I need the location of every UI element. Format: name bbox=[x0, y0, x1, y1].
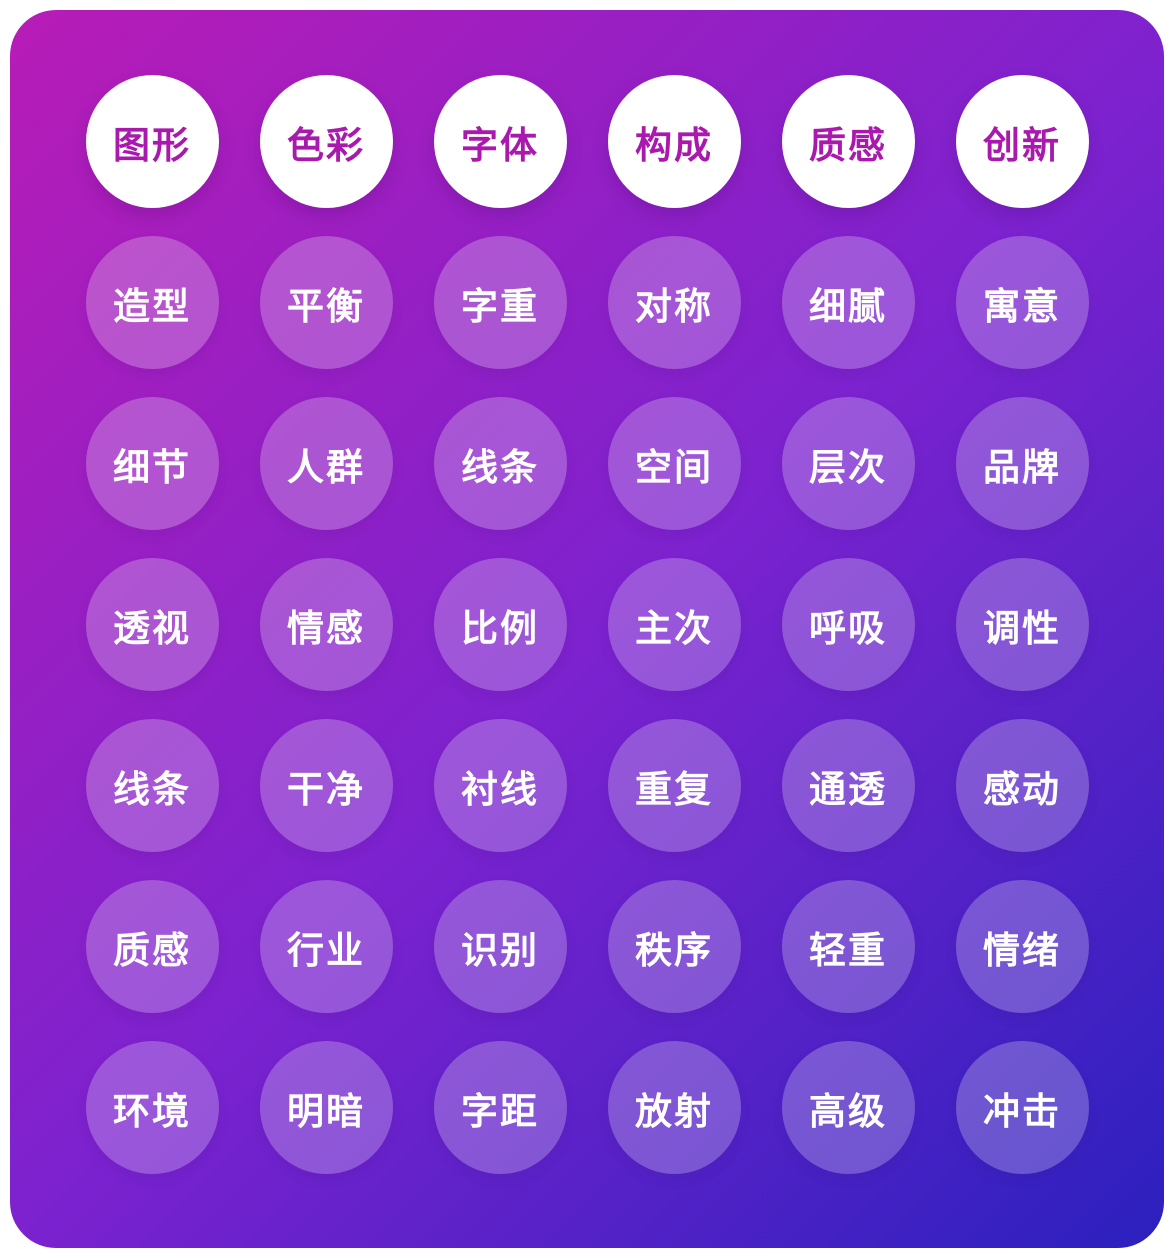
keyword-circle: 明暗 bbox=[259, 1041, 393, 1174]
keyword-label: 比例 bbox=[461, 607, 539, 649]
keyword-circle: 线条 bbox=[85, 719, 219, 852]
keyword-label: 线条 bbox=[461, 446, 539, 488]
keyword-label: 人群 bbox=[287, 446, 365, 488]
keyword-circle: 衬线 bbox=[433, 719, 567, 852]
keyword-circle: 字重 bbox=[433, 236, 567, 369]
keyword-circle: 造型 bbox=[85, 236, 219, 369]
keyword-label: 放射 bbox=[635, 1090, 713, 1132]
header-label: 质感 bbox=[809, 124, 887, 166]
header-circle: 字体 bbox=[433, 75, 567, 208]
keyword-label: 明暗 bbox=[287, 1090, 365, 1132]
keyword-label: 平衡 bbox=[287, 285, 365, 327]
keyword-circle: 人群 bbox=[259, 397, 393, 530]
keyword-circle: 呼吸 bbox=[781, 558, 915, 691]
keyword-circle: 空间 bbox=[607, 397, 741, 530]
keyword-circle: 感动 bbox=[955, 719, 1089, 852]
keyword-label: 行业 bbox=[287, 929, 365, 971]
keyword-circle: 情绪 bbox=[955, 880, 1089, 1013]
header-circle: 色彩 bbox=[259, 75, 393, 208]
keyword-label: 呼吸 bbox=[809, 607, 887, 649]
keyword-circle: 主次 bbox=[607, 558, 741, 691]
keyword-circle: 寓意 bbox=[955, 236, 1089, 369]
keyword-label: 衬线 bbox=[461, 768, 539, 810]
keyword-label: 细腻 bbox=[809, 285, 887, 327]
keyword-circle: 品牌 bbox=[955, 397, 1089, 530]
keyword-circle: 识别 bbox=[433, 880, 567, 1013]
keyword-circle: 线条 bbox=[433, 397, 567, 530]
keyword-circle: 放射 bbox=[607, 1041, 741, 1174]
keyword-label: 字重 bbox=[461, 285, 539, 327]
keyword-circle: 对称 bbox=[607, 236, 741, 369]
keyword-label: 干净 bbox=[287, 768, 365, 810]
keyword-circle: 细腻 bbox=[781, 236, 915, 369]
keyword-circle: 行业 bbox=[259, 880, 393, 1013]
keyword-circle: 层次 bbox=[781, 397, 915, 530]
keyword-circle: 平衡 bbox=[259, 236, 393, 369]
keyword-label: 透视 bbox=[113, 607, 191, 649]
keyword-label: 对称 bbox=[635, 285, 713, 327]
keyword-label: 品牌 bbox=[983, 446, 1061, 488]
header-label: 构成 bbox=[635, 124, 713, 166]
keyword-circle: 环境 bbox=[85, 1041, 219, 1174]
keyword-circle: 质感 bbox=[85, 880, 219, 1013]
keyword-label: 质感 bbox=[113, 929, 191, 971]
keyword-circle: 冲击 bbox=[955, 1041, 1089, 1174]
keyword-circle: 干净 bbox=[259, 719, 393, 852]
keyword-label: 高级 bbox=[809, 1090, 887, 1132]
keyword-circle: 情感 bbox=[259, 558, 393, 691]
keyword-label: 细节 bbox=[113, 446, 191, 488]
keyword-label: 寓意 bbox=[983, 285, 1061, 327]
keyword-circle: 比例 bbox=[433, 558, 567, 691]
keyword-circle: 高级 bbox=[781, 1041, 915, 1174]
keyword-label: 秩序 bbox=[635, 929, 713, 971]
keyword-label: 轻重 bbox=[809, 929, 887, 971]
keyword-label: 空间 bbox=[635, 446, 713, 488]
keyword-label: 通透 bbox=[809, 768, 887, 810]
keyword-label: 字距 bbox=[461, 1090, 539, 1132]
keyword-circle: 透视 bbox=[85, 558, 219, 691]
keyword-label: 重复 bbox=[635, 768, 713, 810]
keyword-circle: 字距 bbox=[433, 1041, 567, 1174]
keyword-circle: 调性 bbox=[955, 558, 1089, 691]
keyword-circle: 轻重 bbox=[781, 880, 915, 1013]
header-circle: 图形 bbox=[85, 75, 219, 208]
keyword-label: 感动 bbox=[983, 768, 1061, 810]
keyword-grid: 图形 色彩 字体 构成 质感 创新 造型 平衡 字重 对称 细腻 寓意 细节 人… bbox=[85, 75, 1089, 1174]
header-label: 字体 bbox=[461, 124, 539, 166]
gradient-card: 图形 色彩 字体 构成 质感 创新 造型 平衡 字重 对称 细腻 寓意 细节 人… bbox=[10, 10, 1164, 1248]
keyword-circle: 重复 bbox=[607, 719, 741, 852]
keyword-label: 调性 bbox=[983, 607, 1061, 649]
keyword-label: 层次 bbox=[809, 446, 887, 488]
keyword-label: 环境 bbox=[113, 1090, 191, 1132]
header-circle: 创新 bbox=[955, 75, 1089, 208]
keyword-label: 线条 bbox=[113, 768, 191, 810]
keyword-label: 冲击 bbox=[983, 1090, 1061, 1132]
header-label: 图形 bbox=[113, 124, 191, 166]
keyword-label: 情感 bbox=[287, 607, 365, 649]
keyword-label: 识别 bbox=[461, 929, 539, 971]
header-label: 色彩 bbox=[287, 124, 365, 166]
keyword-label: 情绪 bbox=[983, 929, 1061, 971]
keyword-circle: 细节 bbox=[85, 397, 219, 530]
keyword-label: 造型 bbox=[113, 285, 191, 327]
header-circle: 质感 bbox=[781, 75, 915, 208]
header-circle: 构成 bbox=[607, 75, 741, 208]
keyword-label: 主次 bbox=[635, 607, 713, 649]
header-label: 创新 bbox=[983, 124, 1061, 166]
keyword-circle: 通透 bbox=[781, 719, 915, 852]
keyword-circle: 秩序 bbox=[607, 880, 741, 1013]
